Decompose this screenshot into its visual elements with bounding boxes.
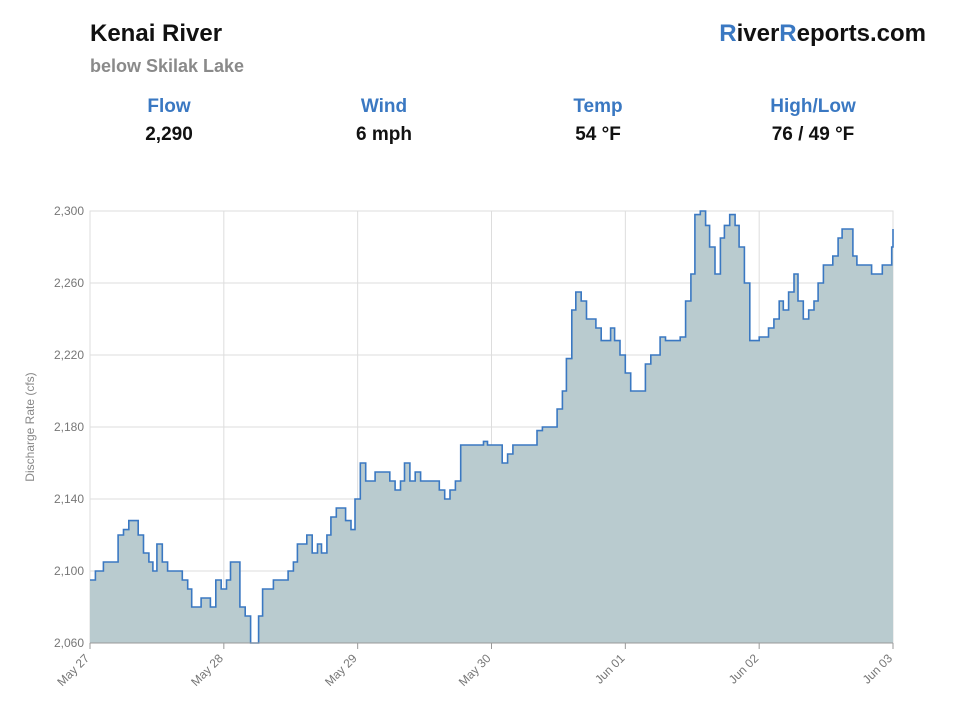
- y-tick-label: 2,140: [54, 492, 84, 506]
- brand-letter-r1: R: [719, 20, 737, 47]
- stat-temp: Temp 54 °F: [508, 96, 688, 146]
- y-tick-label: 2,180: [54, 420, 84, 434]
- stat-highlow-label: High/Low: [770, 96, 856, 117]
- y-tick-label: 2,220: [54, 348, 84, 362]
- river-title: Kenai River: [90, 20, 223, 47]
- x-tick-label: Jun 01: [592, 651, 628, 687]
- stat-highlow-value: 76 / 49 °F: [771, 124, 855, 145]
- brand-logo[interactable]: RiverReports.com: [719, 20, 926, 48]
- y-tick-label: 2,300: [54, 204, 84, 218]
- brand-text-mid: iver: [736, 20, 780, 47]
- x-tick-label: May 27: [54, 651, 92, 689]
- x-tick-label: Jun 03: [860, 651, 896, 687]
- stats-bar: Flow 2,290 Wind 6 mph Temp 54 °F High/Lo…: [0, 96, 960, 156]
- stat-highlow: High/Low 76 / 49 °F: [723, 96, 903, 146]
- stat-flow-value: 2,290: [145, 124, 193, 145]
- brand-text-end: eports.com: [796, 20, 926, 47]
- stat-flow-label: Flow: [147, 96, 191, 117]
- x-tick-label: May 28: [188, 651, 226, 689]
- discharge-area: [90, 211, 893, 643]
- brand-letter-r2: R: [779, 20, 797, 47]
- x-tick-label: May 30: [456, 651, 494, 689]
- stat-wind-value: 6 mph: [356, 124, 412, 145]
- stat-wind-label: Wind: [360, 96, 408, 117]
- stat-temp-value: 54 °F: [575, 124, 621, 145]
- y-tick-label: 2,060: [54, 636, 84, 650]
- stat-wind: Wind 6 mph: [294, 96, 474, 146]
- y-axis-label: Discharge Rate (cfs): [23, 372, 37, 481]
- stat-flow: Flow 2,290: [79, 96, 259, 146]
- discharge-line: [90, 210, 894, 644]
- x-tick-label: Jun 02: [726, 651, 762, 687]
- y-tick-label: 2,100: [54, 564, 84, 578]
- stat-temp-label: Temp: [573, 96, 623, 117]
- y-tick-label: 2,260: [54, 276, 84, 290]
- river-subtitle: below Skilak Lake: [90, 56, 245, 76]
- x-tick-label: May 29: [322, 651, 360, 689]
